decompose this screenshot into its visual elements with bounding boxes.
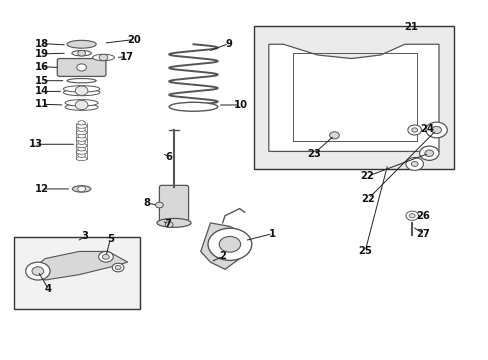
Ellipse shape: [76, 137, 87, 141]
Circle shape: [431, 126, 441, 134]
Ellipse shape: [78, 140, 85, 144]
Circle shape: [115, 265, 121, 270]
Text: 6: 6: [165, 152, 172, 162]
Ellipse shape: [78, 127, 85, 131]
Text: 16: 16: [35, 62, 49, 72]
Text: 24: 24: [419, 124, 433, 134]
Circle shape: [75, 86, 88, 95]
Ellipse shape: [67, 40, 96, 48]
Text: 27: 27: [416, 229, 429, 239]
Circle shape: [425, 122, 447, 138]
Circle shape: [77, 64, 86, 71]
Text: 26: 26: [416, 211, 429, 221]
Text: 10: 10: [233, 100, 247, 110]
Text: 7: 7: [164, 219, 171, 229]
Text: 9: 9: [225, 39, 232, 49]
Text: 4: 4: [45, 284, 52, 294]
Circle shape: [405, 157, 423, 170]
Text: 3: 3: [81, 231, 88, 242]
Ellipse shape: [72, 50, 91, 56]
Circle shape: [78, 50, 85, 56]
Ellipse shape: [63, 89, 100, 96]
Circle shape: [410, 161, 417, 166]
Ellipse shape: [67, 78, 96, 83]
Circle shape: [411, 128, 417, 132]
Circle shape: [112, 263, 123, 272]
Text: 22: 22: [360, 171, 373, 181]
Circle shape: [408, 213, 414, 218]
Ellipse shape: [76, 157, 87, 161]
Text: 23: 23: [306, 149, 320, 158]
Circle shape: [75, 100, 88, 110]
Text: 19: 19: [35, 49, 49, 59]
Polygon shape: [201, 223, 249, 269]
Circle shape: [165, 222, 173, 228]
Ellipse shape: [78, 134, 85, 138]
Polygon shape: [30, 251, 127, 280]
Ellipse shape: [169, 102, 217, 111]
Circle shape: [405, 211, 418, 220]
Text: 12: 12: [35, 184, 49, 194]
Circle shape: [329, 132, 339, 139]
Text: 1: 1: [268, 229, 276, 239]
Bar: [14, 237, 140, 309]
Ellipse shape: [157, 219, 191, 227]
Circle shape: [207, 228, 251, 260]
Ellipse shape: [65, 100, 98, 106]
Ellipse shape: [92, 54, 114, 61]
FancyBboxPatch shape: [159, 185, 188, 225]
Circle shape: [419, 146, 438, 160]
Bar: [254, 26, 453, 169]
Polygon shape: [268, 44, 438, 152]
Text: 14: 14: [35, 86, 49, 96]
Circle shape: [102, 254, 109, 259]
Circle shape: [219, 237, 240, 252]
Circle shape: [155, 202, 163, 208]
Ellipse shape: [63, 86, 100, 92]
Text: 21: 21: [404, 22, 417, 32]
Ellipse shape: [76, 124, 87, 128]
Circle shape: [78, 186, 85, 192]
Text: 17: 17: [120, 52, 134, 62]
Ellipse shape: [78, 147, 85, 151]
Circle shape: [99, 251, 113, 262]
Text: 18: 18: [35, 39, 49, 49]
Text: 2: 2: [219, 251, 226, 261]
Text: 13: 13: [28, 139, 42, 149]
Ellipse shape: [65, 104, 98, 111]
FancyBboxPatch shape: [57, 59, 106, 76]
Ellipse shape: [76, 150, 87, 154]
Circle shape: [407, 125, 421, 135]
Ellipse shape: [78, 121, 85, 125]
Circle shape: [26, 262, 50, 280]
Text: 20: 20: [126, 35, 140, 45]
Text: 15: 15: [35, 76, 49, 86]
Circle shape: [424, 150, 433, 157]
Circle shape: [32, 267, 43, 275]
Text: 8: 8: [143, 198, 150, 208]
Text: 22: 22: [361, 194, 375, 203]
Ellipse shape: [72, 186, 91, 192]
Ellipse shape: [78, 153, 85, 157]
Text: 25: 25: [357, 247, 371, 256]
Text: 5: 5: [106, 234, 114, 244]
Circle shape: [99, 54, 108, 61]
Ellipse shape: [76, 143, 87, 148]
Text: 11: 11: [35, 99, 49, 109]
Ellipse shape: [76, 130, 87, 135]
